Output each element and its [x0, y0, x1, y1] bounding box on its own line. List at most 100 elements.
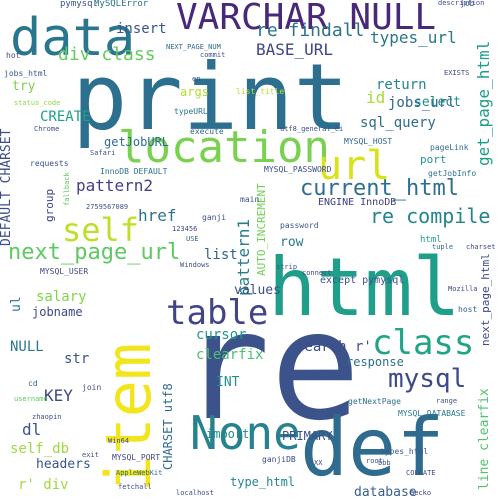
word: getNextPage: [348, 398, 401, 406]
word: utf8_general_ci: [280, 126, 343, 133]
word: range: [436, 398, 457, 405]
word: select: [414, 96, 461, 109]
word: ENGINE InnoDB: [318, 198, 396, 208]
word: Chrome: [34, 126, 59, 133]
word: XX: [314, 460, 322, 467]
word: MYSQL_DATABASE: [398, 410, 465, 418]
word: 2759567089: [86, 204, 128, 211]
word: re findall: [256, 22, 364, 40]
word: ganjiDB: [262, 456, 296, 464]
word: ganji: [202, 214, 226, 222]
word: types_html: [380, 448, 428, 456]
word: mysql: [388, 366, 466, 392]
word: pattern2: [76, 178, 153, 194]
word: USE: [186, 236, 199, 243]
word: localhost: [176, 490, 214, 497]
word: getJobURL: [104, 136, 169, 148]
word: href: [138, 208, 177, 224]
word: list: [204, 248, 238, 262]
word: execute: [190, 128, 224, 136]
word: fetchall: [118, 484, 152, 491]
word: DEFAULT CHARSET: [0, 129, 13, 246]
word: search r': [296, 340, 372, 354]
word: PRIMARY: [282, 430, 333, 442]
word: exit: [82, 452, 99, 459]
word: clearfix: [196, 348, 263, 362]
word: CHARSET utf8: [162, 383, 174, 470]
word: password: [280, 222, 319, 230]
word: MYSQL_PASSWORD: [264, 166, 331, 174]
word: row: [280, 236, 303, 249]
word: zhaopin: [32, 414, 62, 421]
word: join: [82, 384, 101, 392]
word: group: [44, 189, 55, 222]
word: html: [268, 248, 461, 328]
word: next_page_html: [480, 253, 491, 346]
word: EXISTS: [444, 70, 469, 77]
word: fallback: [64, 172, 71, 206]
word: InnoDB DEFAULT: [100, 168, 167, 176]
word: requests: [30, 160, 69, 168]
word: jobname: [32, 306, 83, 318]
word: sql_query: [360, 116, 436, 130]
word: status_code: [14, 100, 60, 107]
word: COLLATE: [406, 470, 436, 477]
word: main: [240, 196, 259, 204]
word: KEY: [44, 388, 73, 404]
word: r' div: [18, 478, 69, 492]
word: getJobInfo: [428, 170, 476, 178]
word: description: [438, 0, 484, 7]
word: username: [14, 396, 48, 403]
word: typeURL: [174, 108, 208, 116]
word: try: [12, 80, 35, 93]
word: pageLink: [430, 144, 469, 152]
word: charset: [466, 244, 496, 251]
word: id: [366, 90, 385, 106]
word: en: [192, 76, 200, 83]
word: get_page_html: [476, 41, 492, 166]
word: response: [346, 356, 404, 368]
word: type_html: [230, 476, 295, 488]
word: salary: [36, 290, 87, 304]
word: insert: [116, 22, 167, 36]
word: database: [354, 486, 417, 499]
word: jobs_html: [4, 70, 47, 78]
word: 123456: [172, 226, 197, 233]
word: MYSQL_HOST: [344, 138, 392, 146]
word: port: [420, 154, 447, 165]
word: next_page_url: [8, 242, 180, 264]
word: self_db: [10, 442, 69, 456]
word: Gecko: [410, 490, 431, 497]
word: values: [234, 284, 281, 297]
word: line clearfix: [478, 388, 491, 490]
word: list_title: [236, 88, 284, 96]
word: dl: [22, 422, 41, 438]
word: cursor: [196, 328, 247, 342]
word: tuple: [432, 244, 453, 251]
word: pymysql: [60, 0, 98, 9]
word: commit: [200, 52, 225, 59]
word: CREATE: [40, 110, 91, 124]
word: cd: [28, 380, 38, 388]
word: Mozilla: [448, 286, 478, 293]
word: import: [206, 428, 249, 440]
word: host: [458, 306, 477, 314]
word: re compile: [370, 206, 490, 226]
word: ul: [10, 296, 23, 312]
word: root: [366, 458, 383, 465]
word: BASE_URL: [256, 42, 333, 58]
word: NULL: [10, 340, 44, 354]
word: hot: [6, 52, 20, 60]
word: table: [166, 296, 268, 330]
word: NEXT_PAGE_NUM: [166, 44, 221, 51]
word: str: [64, 352, 89, 366]
word: types_url: [370, 30, 457, 46]
word: Safari: [90, 150, 115, 157]
word: MYSQL_USER: [40, 268, 88, 276]
word: AppleWebKit: [116, 470, 162, 477]
word: div class: [58, 46, 156, 64]
word: Windows: [180, 262, 210, 269]
word: Win64: [108, 438, 129, 445]
word: strip: [276, 264, 297, 271]
